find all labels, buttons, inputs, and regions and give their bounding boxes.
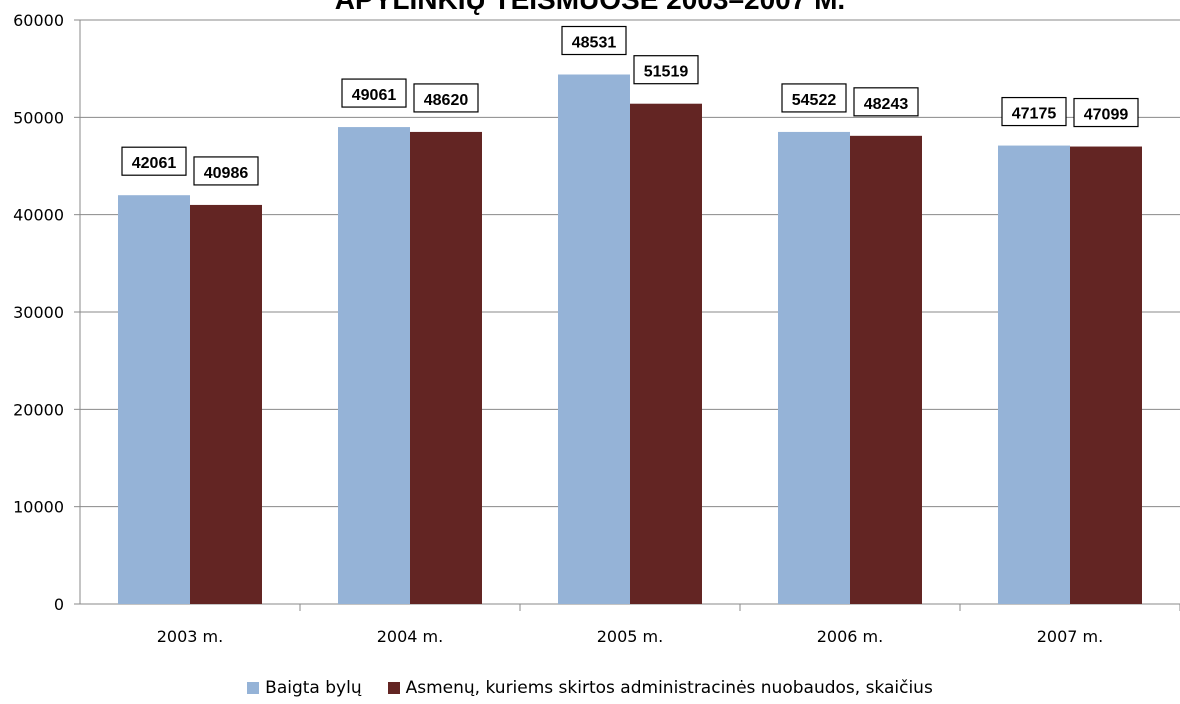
y-tick-label: 30000 <box>13 303 64 322</box>
bar-series-2 <box>630 103 702 604</box>
legend: Baigta bylų Asmenų, kuriems skirtos admi… <box>0 678 1180 698</box>
data-label: 42061 <box>132 155 177 172</box>
bar-series-1 <box>558 74 630 605</box>
data-label: 47099 <box>1084 107 1129 124</box>
data-label: 49061 <box>352 87 397 104</box>
bar-chart: 0 10000 20000 30000 40000 50000 60000 2003 m. 42… <box>13 11 1180 646</box>
bar-series-2 <box>1070 146 1142 605</box>
legend-label-series-2: Asmenų, kuriems skirtos administracinės … <box>405 678 933 698</box>
bar-series-2 <box>850 135 922 604</box>
bar-series-1 <box>778 131 850 604</box>
bar-series-2 <box>190 204 262 604</box>
data-label-box <box>781 83 847 113</box>
legend-swatch-series-1 <box>247 682 260 694</box>
data-label-box <box>1001 96 1067 127</box>
y-tick-label: 0 <box>54 595 64 614</box>
y-tick-label: 40000 <box>13 206 64 225</box>
data-label-box <box>853 87 919 117</box>
x-tick-label: 2007 m. <box>1037 627 1103 646</box>
bar-series-1 <box>998 145 1070 604</box>
y-tick-label: 10000 <box>13 498 64 517</box>
data-label: 54522 <box>792 92 837 109</box>
legend-swatch-series-2 <box>387 682 400 694</box>
x-tick-label: 2006 m. <box>817 627 883 646</box>
data-label: 47175 <box>1012 106 1057 123</box>
data-label-box <box>341 78 407 108</box>
data-label: 48243 <box>864 96 909 113</box>
legend-item-series-2: Asmenų, kuriems skirtos administracinės … <box>387 678 933 698</box>
bar-series-1 <box>338 127 410 605</box>
data-label: 48531 <box>572 35 617 52</box>
bar-series-2 <box>410 131 482 604</box>
x-tick-label: 2004 m. <box>377 627 443 646</box>
legend-item-series-1: Baigta bylų <box>247 678 362 698</box>
data-label: 40986 <box>204 165 249 182</box>
y-tick-label: 50000 <box>13 108 64 127</box>
data-label-box <box>561 25 627 56</box>
data-label-box <box>121 146 187 176</box>
legend-label-series-1: Baigta bylų <box>265 678 362 698</box>
data-label-box <box>633 55 699 85</box>
data-label-box <box>1073 97 1139 128</box>
data-label: 48620 <box>424 92 469 109</box>
y-tick-label: 20000 <box>13 400 64 419</box>
chart-title: APYLINKIŲ TEISMUOSE 2003–2007 M. <box>0 0 1180 16</box>
data-label-box <box>193 156 259 186</box>
data-label: 51519 <box>644 64 689 81</box>
data-label-box <box>413 83 479 113</box>
bar-series-1 <box>118 195 190 604</box>
x-tick-label: 2003 m. <box>157 627 223 646</box>
x-tick-label: 2005 m. <box>597 627 663 646</box>
y-tick-label: 60000 <box>13 11 64 30</box>
